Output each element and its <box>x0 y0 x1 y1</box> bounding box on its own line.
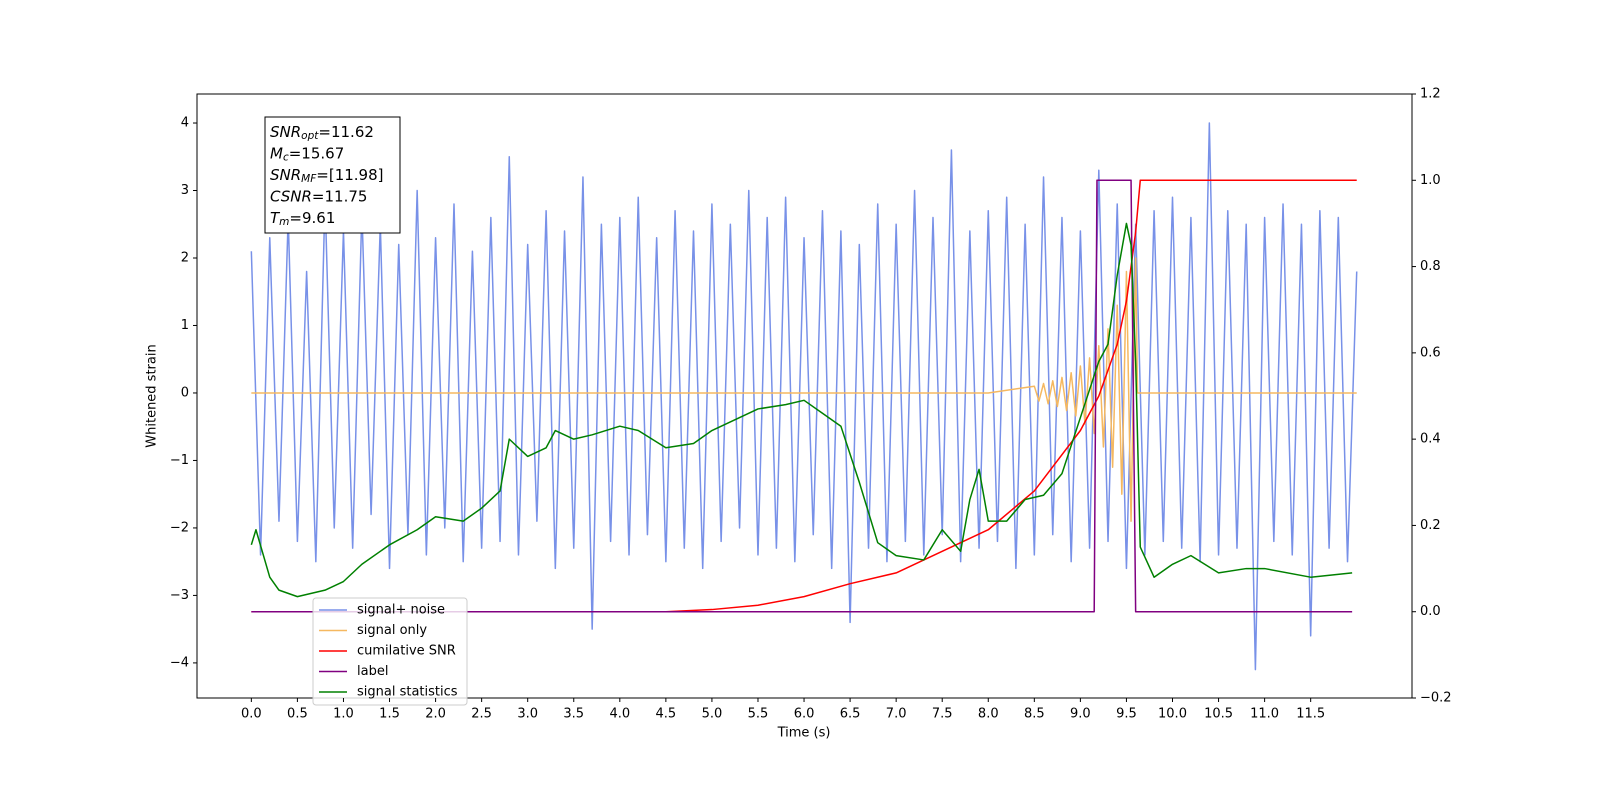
annotation-symbol: T <box>270 209 281 227</box>
annotation-value: =[11.98] <box>316 166 383 184</box>
x-tick-label: 3.5 <box>563 707 584 722</box>
y2-tick-label: −0.2 <box>1420 691 1452 706</box>
x-tick-label: 3.0 <box>517 707 538 722</box>
legend-frame <box>312 597 468 706</box>
x-tick-label: 0.0 <box>241 707 262 722</box>
y-tick-label: 2 <box>181 250 189 265</box>
annotation-subscript: c <box>283 152 289 164</box>
y-tick-label: −4 <box>170 655 189 670</box>
annotation-value: =9.61 <box>289 209 335 227</box>
x-tick-label: 4.0 <box>609 707 630 722</box>
legend-label: signal only <box>357 623 427 638</box>
annotation-frame <box>264 116 401 234</box>
x-axis-label: Time (s) <box>777 726 831 741</box>
annotation-text: Tm=9.61 <box>270 209 335 229</box>
legend: signal+ noise signal only cumilative SNR la… <box>312 597 468 706</box>
x-tick-label: 1.0 <box>333 707 354 722</box>
x-tick-label: 5.5 <box>748 707 769 722</box>
annotation-value: =15.67 <box>289 144 345 162</box>
x-tick-label: 6.0 <box>794 707 815 722</box>
y-tick-label: −2 <box>170 520 189 535</box>
annotation-text: CSNR=11.75 <box>270 187 367 205</box>
x-tick-label: 10.5 <box>1204 707 1233 722</box>
y-axis-label: Whitened strain <box>145 344 160 447</box>
y2-tick-label: 0.4 <box>1420 432 1441 447</box>
annotation-symbol: CSNR <box>270 187 312 205</box>
annotation-subscript: opt <box>301 130 319 142</box>
x-tick-label: 5.0 <box>702 707 723 722</box>
y-tick-label: 4 <box>181 116 189 131</box>
annotation-symbol: M <box>270 144 283 162</box>
x-tick-label: 2.5 <box>471 707 492 722</box>
x-tick-label: 7.5 <box>932 707 953 722</box>
x-tick-label: 4.5 <box>656 707 677 722</box>
annotation-text: SNRMF=[11.98] <box>270 166 384 186</box>
series-line <box>250 222 1353 598</box>
annotation-value: =11.62 <box>318 123 374 141</box>
x-tick-label: 9.5 <box>1116 707 1137 722</box>
series-line <box>251 179 1357 613</box>
y2-tick-label: 0.2 <box>1420 518 1441 533</box>
y-tick-label: 0 <box>181 385 189 400</box>
y2-tick-label: 0.0 <box>1420 604 1441 619</box>
x-tick-label: 8.5 <box>1024 707 1045 722</box>
series-line <box>251 179 1353 613</box>
y2-tick-label: 0.8 <box>1420 259 1441 274</box>
legend-label: label <box>357 664 388 679</box>
x-tick-label: 10.0 <box>1158 707 1187 722</box>
plot-area <box>250 122 1358 671</box>
annotation-subscript: m <box>279 216 289 228</box>
x-tick-label: 9.0 <box>1070 707 1091 722</box>
legend-label: cumilative SNR <box>357 644 456 659</box>
annotation-symbol: SNR <box>270 123 301 141</box>
annotation-symbol: SNR <box>270 166 301 184</box>
legend-label: signal statistics <box>357 685 458 700</box>
y-tick-label: −3 <box>170 588 189 603</box>
y2-tick-label: 0.6 <box>1420 345 1441 360</box>
y-tick-label: −1 <box>170 453 189 468</box>
annotation-subscript: MF <box>301 173 317 185</box>
y-tick-label: 1 <box>181 318 189 333</box>
series-line <box>250 122 1358 671</box>
annotation-box: SNRopt=11.62Mc=15.67SNRMF=[11.98]CSNR=11… <box>264 116 401 234</box>
y2-tick-label: 1.0 <box>1420 173 1441 188</box>
x-tick-label: 1.5 <box>379 707 400 722</box>
x-tick-label: 11.5 <box>1296 707 1325 722</box>
legend-label: signal+ noise <box>357 603 445 618</box>
x-tick-label: 2.0 <box>425 707 446 722</box>
x-tick-label: 11.0 <box>1250 707 1279 722</box>
series-line <box>251 257 1357 522</box>
x-tick-label: 8.0 <box>978 707 999 722</box>
x-tick-label: 0.5 <box>287 707 308 722</box>
y-tick-label: 3 <box>181 183 189 198</box>
x-tick-label: 7.0 <box>886 707 907 722</box>
annotation-value: =11.75 <box>312 187 368 205</box>
annotation-text: SNRopt=11.62 <box>270 123 374 143</box>
annotation-text: Mc=15.67 <box>270 144 344 164</box>
y2-tick-label: 1.2 <box>1420 87 1441 102</box>
x-tick-label: 6.5 <box>840 707 861 722</box>
